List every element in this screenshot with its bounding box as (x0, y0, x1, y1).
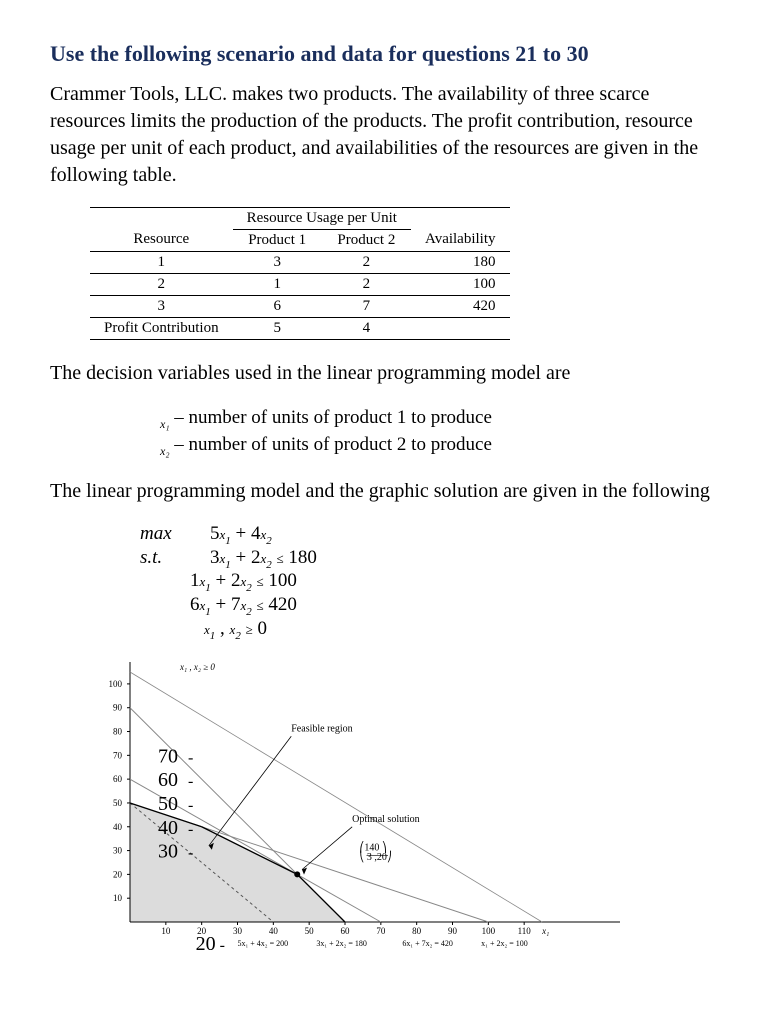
profit-row: Profit Contribution 5 4 (90, 317, 510, 339)
svg-text:50: 50 (113, 798, 123, 808)
resource-table: Resource Usage per Unit Resource Product… (90, 207, 510, 340)
section-header: Use the following scenario and data for … (50, 40, 717, 69)
svg-text:⎝ 3 ,20⎠: ⎝ 3 ,20⎠ (359, 850, 392, 863)
lp-model: max 5x1 + 4x2 s.t. 3x1 + 2x2 ≤ 180 1x1 +… (140, 523, 717, 642)
svg-text:80: 80 (412, 926, 422, 936)
svg-text:40: 40 (113, 822, 123, 832)
svg-text:70: 70 (113, 750, 123, 760)
lp-chart: 1020304050607080901001020304050607080901… (80, 652, 717, 957)
svg-text:40: 40 (269, 926, 279, 936)
svg-text:3x₁ + 2x₂ = 180: 3x₁ + 2x₂ = 180 (316, 939, 367, 948)
svg-text:-: - (188, 773, 193, 790)
svg-text:50: 50 (305, 926, 315, 936)
svg-text:Feasible region: Feasible region (291, 723, 352, 734)
table-group-header: Resource Usage per Unit (233, 207, 411, 229)
col-product2: Product 2 (322, 229, 411, 251)
table-row: 3 6 7 420 (90, 295, 510, 317)
svg-text:90: 90 (113, 702, 123, 712)
svg-text:60: 60 (158, 769, 178, 791)
svg-text:60: 60 (113, 774, 123, 784)
x2-def: – number of units of product 2 to produc… (174, 434, 492, 455)
svg-text:50: 50 (158, 793, 178, 815)
intro-paragraph: Crammer Tools, LLC. makes two products. … (50, 81, 717, 189)
svg-text:-: - (188, 797, 193, 814)
table-row: 2 1 2 100 (90, 273, 510, 295)
svg-text:60: 60 (341, 926, 351, 936)
svg-text:20: 20 (113, 869, 123, 879)
x1-def: – number of units of product 1 to produc… (174, 407, 492, 428)
svg-text:110: 110 (518, 926, 532, 936)
svg-text:20: 20 (196, 933, 216, 952)
svg-text:30: 30 (158, 840, 178, 862)
decision-variables: x₁ – number of units of product 1 to pro… (160, 405, 717, 460)
table-row: 1 3 2 180 (90, 251, 510, 273)
svg-text:-: - (220, 937, 225, 952)
svg-text:x₁ + 2x₂ = 100: x₁ + 2x₂ = 100 (481, 939, 528, 948)
svg-text:90: 90 (448, 926, 458, 936)
svg-text:40: 40 (158, 817, 178, 839)
svg-text:5x₁ + 4x₂ = 200: 5x₁ + 4x₂ = 200 (238, 939, 289, 948)
svg-text:x₁: x₁ (541, 926, 549, 936)
svg-text:80: 80 (113, 726, 123, 736)
col-resource: Resource (90, 229, 233, 251)
svg-text:-: - (188, 821, 193, 838)
svg-text:x₁ , x₂ ≥ 0: x₁ , x₂ ≥ 0 (179, 662, 215, 672)
col-availability: Availability (411, 229, 510, 251)
svg-text:6x₁ + 7x₂ = 420: 6x₁ + 7x₂ = 420 (402, 939, 453, 948)
svg-text:70: 70 (376, 926, 386, 936)
svg-text:10: 10 (113, 893, 123, 903)
svg-text:30: 30 (233, 926, 243, 936)
svg-text:100: 100 (482, 926, 496, 936)
svg-text:100: 100 (109, 679, 123, 689)
svg-text:30: 30 (113, 845, 123, 855)
svg-text:-: - (188, 844, 193, 861)
svg-text:10: 10 (161, 926, 171, 936)
decvar-intro: The decision variables used in the linea… (50, 360, 717, 387)
svg-text:-: - (188, 749, 193, 766)
lp-intro: The linear programming model and the gra… (50, 478, 717, 505)
svg-text:Optimal solution: Optimal solution (352, 814, 420, 825)
col-product1: Product 1 (233, 229, 322, 251)
svg-text:70: 70 (158, 745, 178, 767)
